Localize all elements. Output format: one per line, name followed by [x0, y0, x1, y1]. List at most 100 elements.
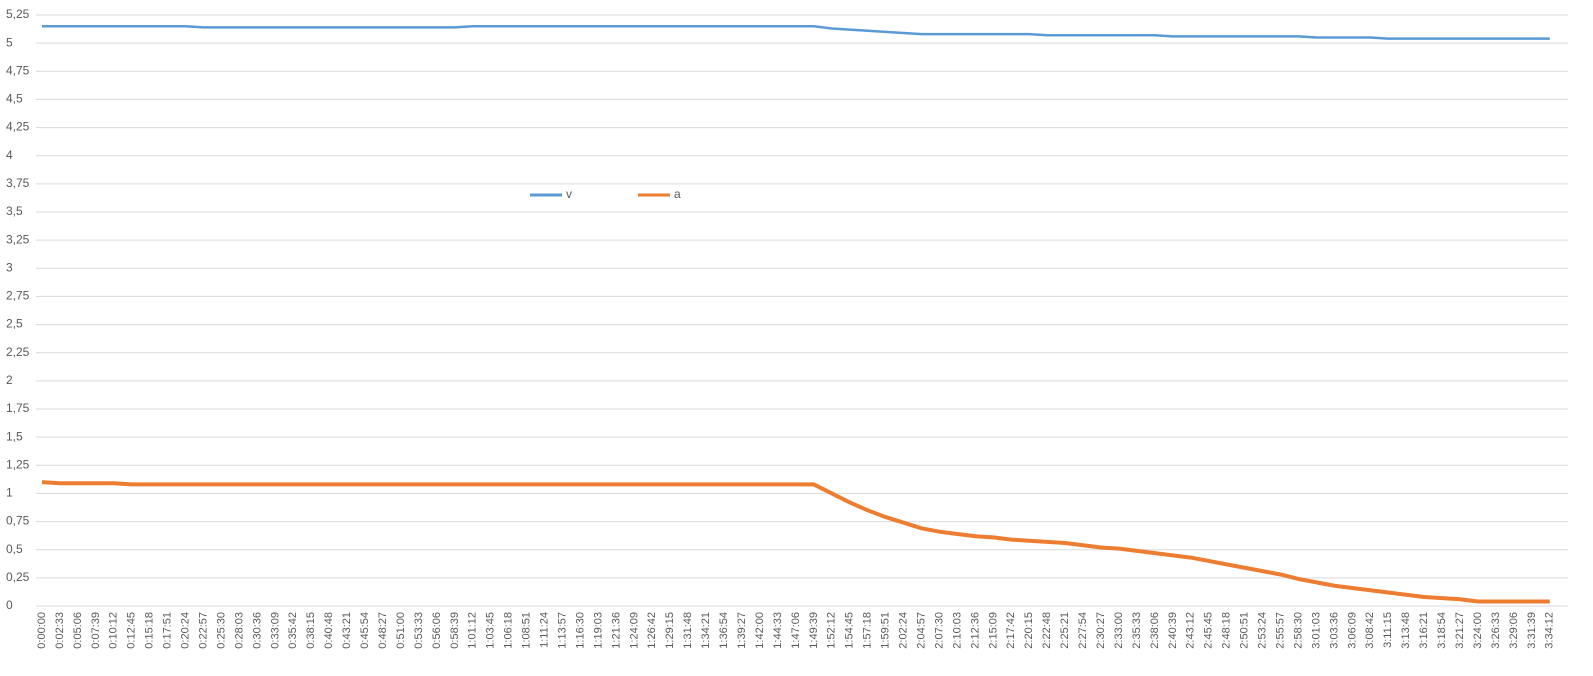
- y-tick-label: 4,75: [6, 63, 30, 77]
- x-tick-label: 0:07:39: [90, 612, 102, 649]
- x-tick-label: 1:52:12: [826, 612, 838, 649]
- y-tick-label: 2,5: [6, 317, 23, 331]
- x-tick-label: 3:34:12: [1544, 612, 1556, 649]
- x-tick-label: 0:02:33: [54, 612, 66, 649]
- x-tick-label: 2:12:36: [969, 612, 981, 649]
- x-tick-label: 2:58:30: [1292, 612, 1304, 649]
- x-tick-label: 1:08:51: [521, 612, 533, 649]
- x-tick-label: 0:43:21: [341, 612, 353, 649]
- y-tick-label: 2: [6, 373, 13, 387]
- y-tick-label: 1,25: [6, 457, 30, 471]
- x-tick-label: 3:29:06: [1508, 612, 1520, 649]
- y-tick-label: 5,25: [6, 7, 30, 21]
- y-tick-label: 0,5: [6, 542, 23, 556]
- y-tick-label: 3,25: [6, 232, 30, 246]
- x-tick-label: 2:38:06: [1149, 612, 1161, 649]
- x-tick-label: 0:30:36: [251, 612, 263, 649]
- y-tick-label: 1,75: [6, 401, 30, 415]
- x-tick-label: 3:21:27: [1454, 612, 1466, 649]
- x-tick-label: 1:03:45: [485, 612, 497, 649]
- x-tick-label: 0:45:54: [359, 612, 371, 649]
- x-tick-label: 0:38:15: [305, 612, 317, 649]
- x-tick-label: 0:22:57: [197, 612, 209, 649]
- x-tick-label: 0:28:03: [233, 612, 245, 649]
- x-tick-label: 3:26:33: [1490, 612, 1502, 649]
- x-tick-label: 1:57:18: [862, 612, 874, 649]
- x-tick-label: 2:55:57: [1274, 612, 1286, 649]
- x-tick-label: 1:59:51: [880, 612, 892, 649]
- x-tick-label: 1:34:21: [700, 612, 712, 649]
- x-tick-label: 3:08:42: [1364, 612, 1376, 649]
- y-tick-label: 4: [6, 148, 13, 162]
- x-tick-label: 0:05:06: [72, 612, 84, 649]
- x-tick-label: 3:01:03: [1310, 612, 1322, 649]
- x-tick-label: 2:04:57: [915, 612, 927, 649]
- legend-label: v: [566, 187, 572, 201]
- x-tick-label: 2:45:45: [1203, 612, 1215, 649]
- y-tick-label: 3,5: [6, 204, 23, 218]
- x-tick-label: 3:18:54: [1436, 612, 1448, 649]
- y-tick-label: 1,5: [6, 429, 23, 443]
- x-tick-label: 0:15:18: [144, 612, 156, 649]
- y-tick-label: 2,75: [6, 289, 30, 303]
- x-tick-label: 0:20:24: [180, 612, 192, 649]
- x-tick-label: 0:51:00: [395, 612, 407, 649]
- series-line: [42, 25, 1550, 40]
- x-tick-label: 2:25:21: [1059, 612, 1071, 649]
- y-tick-label: 4,25: [6, 120, 30, 134]
- x-tick-label: 3:03:36: [1328, 612, 1340, 649]
- x-tick-label: 0:10:12: [108, 612, 120, 649]
- x-tick-label: 2:43:12: [1185, 612, 1197, 649]
- x-tick-label: 2:27:54: [1077, 612, 1089, 649]
- x-tick-label: 3:24:00: [1472, 612, 1484, 649]
- x-tick-label: 1:19:03: [592, 612, 604, 649]
- x-tick-label: 0:33:09: [269, 612, 281, 649]
- x-tick-label: 0:58:39: [449, 612, 461, 649]
- legend-label: a: [674, 187, 681, 201]
- x-tick-label: 1:31:48: [682, 612, 694, 649]
- y-tick-label: 0,75: [6, 514, 30, 528]
- x-tick-label: 0:40:48: [323, 612, 335, 649]
- x-tick-label: 1:47:06: [790, 612, 802, 649]
- x-tick-label: 2:50:51: [1239, 612, 1251, 649]
- x-tick-label: 1:06:18: [503, 612, 515, 649]
- x-tick-label: 1:29:15: [664, 612, 676, 649]
- x-tick-label: 2:20:15: [1023, 612, 1035, 649]
- x-tick-label: 2:30:27: [1095, 612, 1107, 649]
- x-tick-label: 0:25:30: [215, 612, 227, 649]
- x-tick-label: 1:44:33: [772, 612, 784, 649]
- y-tick-label: 5: [6, 35, 13, 49]
- x-tick-label: 0:53:33: [413, 612, 425, 649]
- x-tick-label: 0:00:00: [36, 612, 48, 649]
- y-tick-label: 3,75: [6, 176, 30, 190]
- x-tick-label: 3:06:09: [1346, 612, 1358, 649]
- x-tick-label: 1:54:45: [844, 612, 856, 649]
- x-tick-label: 2:33:00: [1113, 612, 1125, 649]
- x-tick-label: 1:36:54: [718, 612, 730, 649]
- x-tick-label: 2:10:03: [951, 612, 963, 649]
- x-tick-label: 1:24:09: [628, 612, 640, 649]
- x-tick-label: 2:15:09: [987, 612, 999, 649]
- x-tick-label: 3:11:15: [1382, 612, 1394, 648]
- y-tick-label: 0: [6, 598, 13, 612]
- x-tick-label: 0:35:42: [287, 612, 299, 649]
- y-tick-label: 1: [6, 486, 13, 500]
- x-tick-label: 3:16:21: [1418, 612, 1430, 649]
- x-tick-label: 3:31:39: [1526, 612, 1538, 649]
- x-tick-label: 1:42:00: [754, 612, 766, 649]
- x-tick-label: 2:35:33: [1131, 612, 1143, 649]
- y-tick-label: 2,25: [6, 345, 30, 359]
- x-tick-label: 1:21:36: [610, 612, 622, 649]
- x-tick-label: 1:39:27: [736, 612, 748, 649]
- x-tick-label: 2:48:18: [1221, 612, 1233, 649]
- x-tick-label: 2:40:39: [1167, 612, 1179, 649]
- x-tick-label: 1:49:39: [808, 612, 820, 649]
- y-tick-label: 3: [6, 260, 13, 274]
- x-tick-label: 3:13:48: [1400, 612, 1412, 649]
- y-tick-label: 0,25: [6, 570, 30, 584]
- y-tick-label: 4,5: [6, 92, 23, 106]
- x-tick-label: 2:02:24: [898, 612, 910, 649]
- x-tick-label: 1:11:24: [539, 612, 551, 648]
- x-tick-label: 2:17:42: [1005, 612, 1017, 649]
